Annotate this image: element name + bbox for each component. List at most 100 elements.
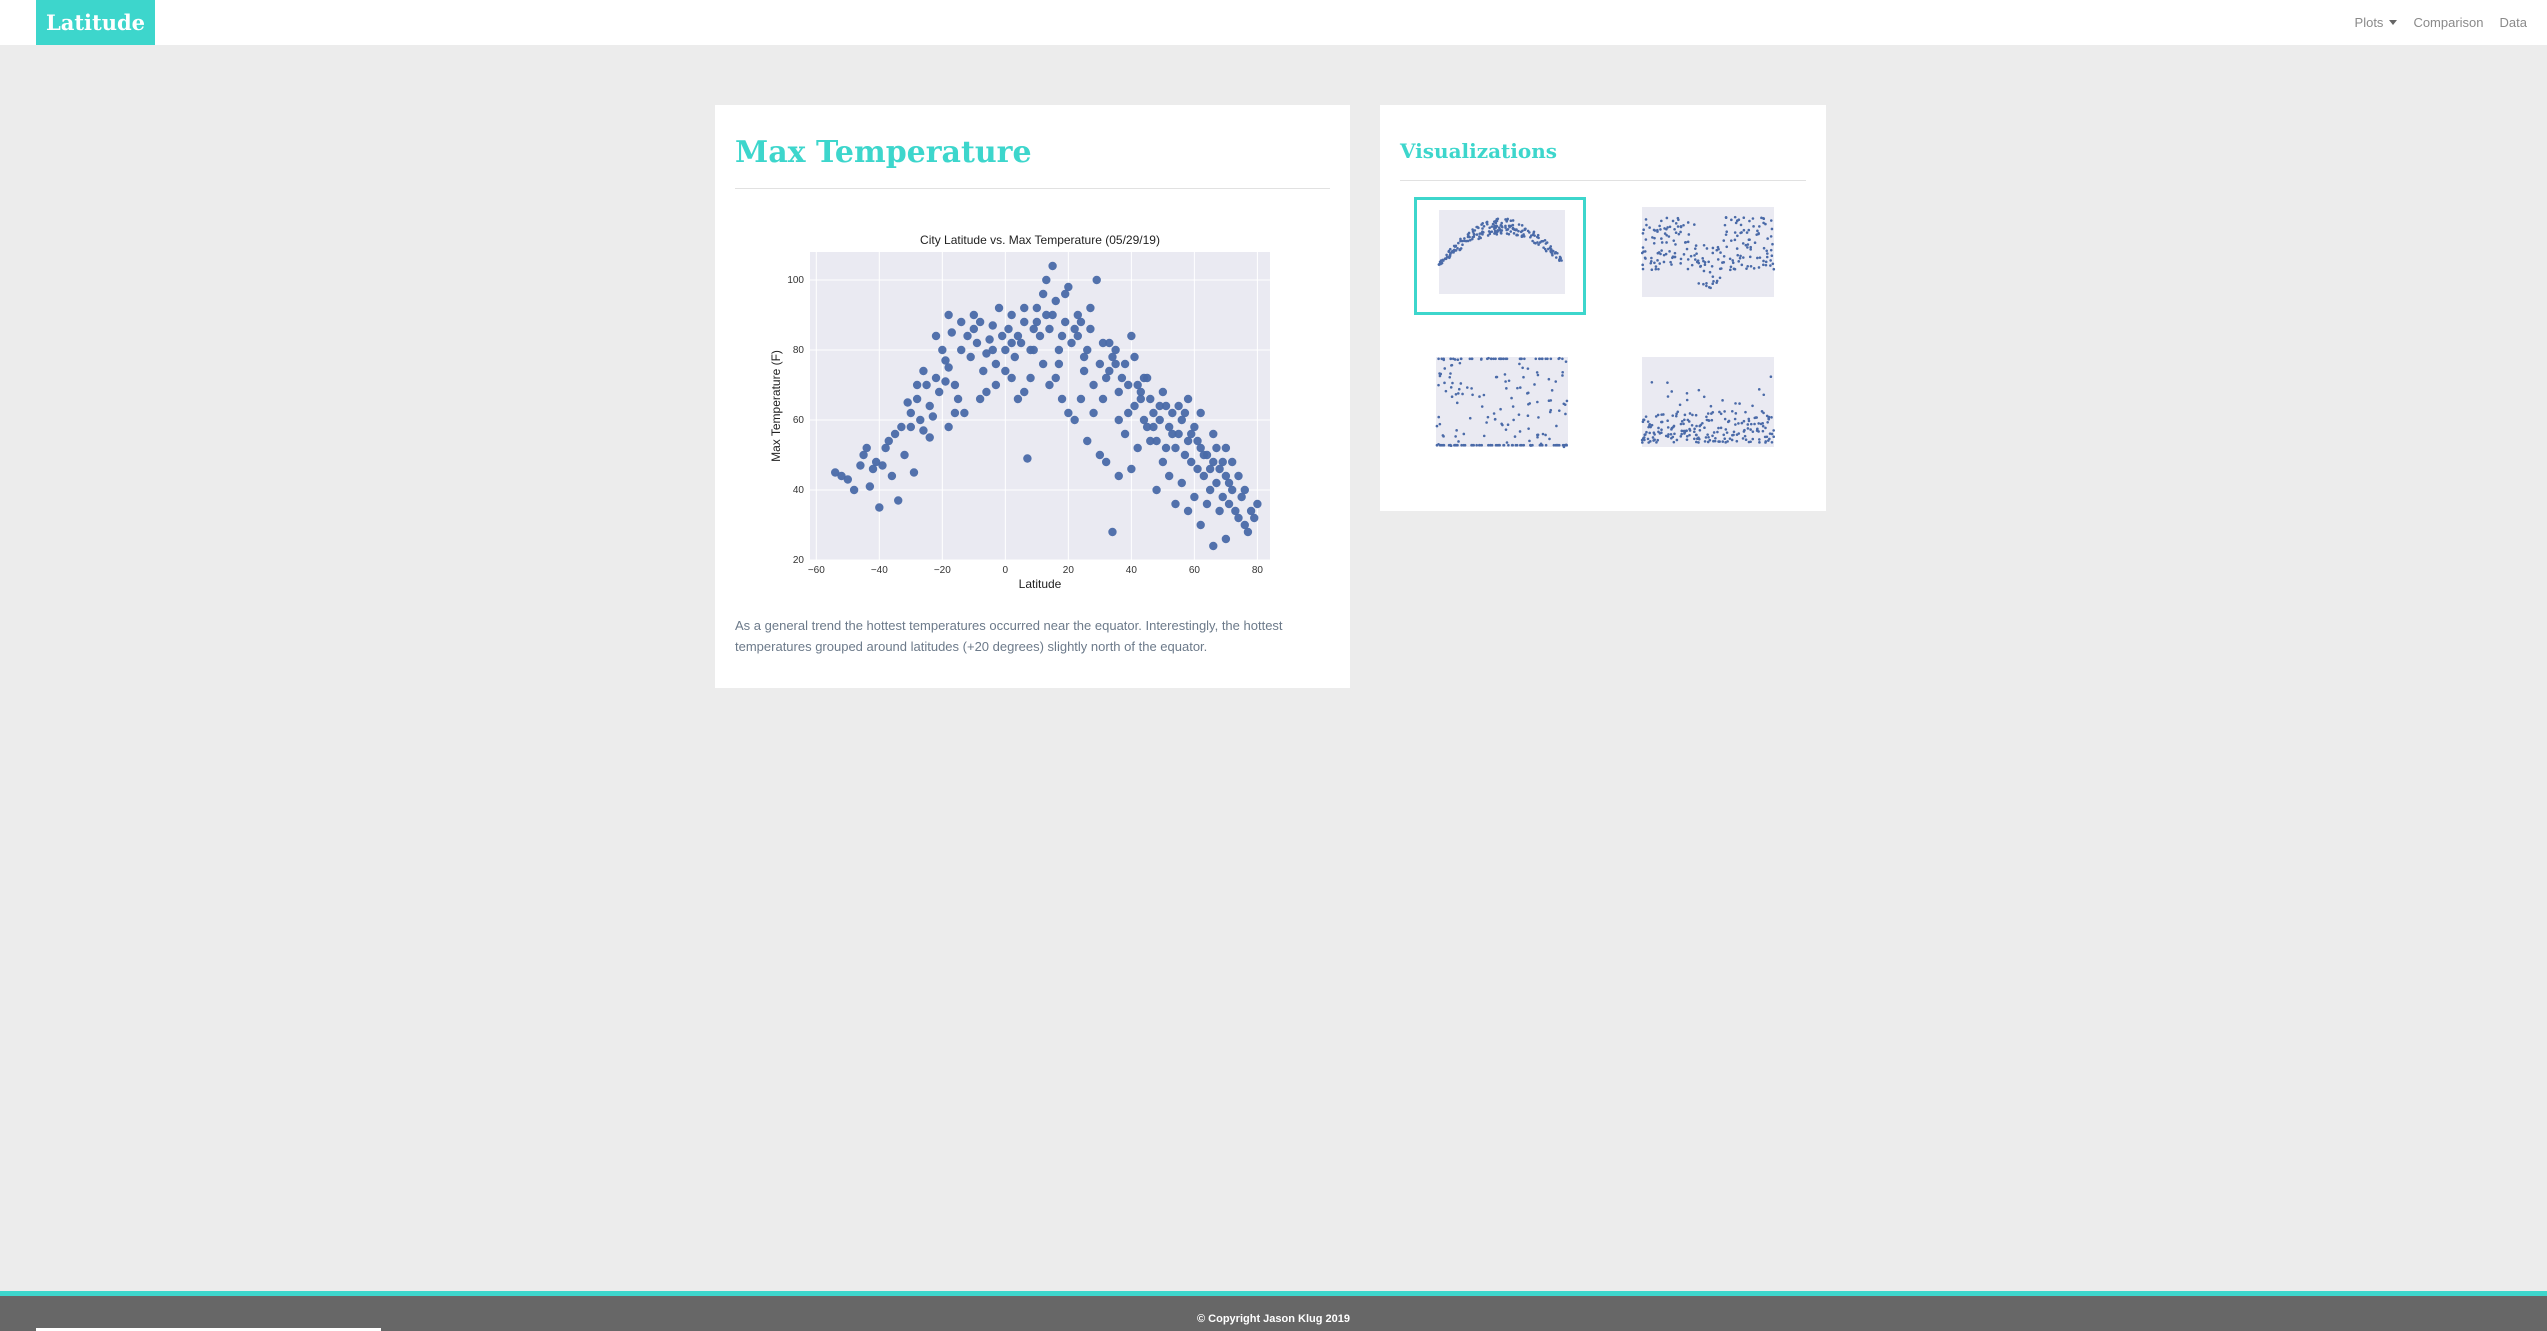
thumbnail-point [1554,256,1558,259]
data-point [1243,527,1253,537]
data-point [1209,541,1218,551]
thumbnail-point [1641,263,1644,267]
caret-down-icon [2389,20,2398,25]
data-point [1224,499,1234,509]
data-point [881,443,890,453]
data-point [991,380,1001,390]
thumbnail-point [1543,247,1547,251]
thumbnail-point [1536,233,1540,237]
thumbnail-point [1448,247,1452,251]
thumbnail-point [1705,247,1709,250]
thumbnail-point [1504,218,1507,221]
data-point [1240,485,1249,495]
thumbnail-point [1732,430,1736,434]
thumbnail-max-temperature[interactable] [1414,197,1586,315]
thumbnail-point [1480,405,1484,408]
thumbnail-point [1480,443,1484,447]
thumbnail-point [1561,357,1564,361]
thumbnail-image [1640,357,1775,447]
thumbnail-point [1544,242,1548,245]
data-point [1095,450,1105,460]
thumbnail-point [1499,357,1502,361]
thumbnail-point [1459,357,1463,361]
thumbnail-point [1666,435,1670,438]
thumbnail-cloudiness[interactable] [1414,347,1586,465]
thumbnail-point [1749,440,1752,444]
data-point [1083,436,1092,446]
data-point [975,317,985,327]
thumbnail-point [1742,216,1746,220]
thumbnail-point [1504,224,1507,228]
nav-plots-dropdown[interactable]: Plots [2355,15,2398,30]
thumbnail-point [1455,401,1459,405]
thumbnail-point [1470,387,1473,390]
thumbnail-point [1746,246,1749,249]
thumbnail-point [1665,233,1668,237]
thumbnail-point [1722,433,1726,437]
thumbnail-point [1699,265,1702,268]
data-point [1042,275,1051,285]
thumbnail-point [1666,226,1669,229]
thumbnail-point [1644,218,1648,221]
thumbnail-point [1682,422,1685,426]
y-tick-label: 60 [793,415,805,426]
thumbnail-point [1645,223,1648,227]
data-point [1079,366,1089,376]
data-point [831,468,840,477]
thumbnail-point [1652,228,1656,232]
thumbnail-point [1666,395,1670,398]
thumbnail-point [1495,224,1499,228]
thumbnail-point [1496,217,1500,221]
data-point [1108,352,1117,362]
thumbnail-point [1734,423,1737,426]
thumbnail-point [1694,433,1698,437]
thumbnail-point [1487,230,1491,233]
data-point [916,415,925,425]
data-point [1007,310,1016,320]
thumbnail-point [1752,225,1755,228]
thumbnail-point [1746,243,1750,246]
thumbnail-point [1564,360,1568,363]
thumbnail-point [1760,410,1764,413]
thumbnail-point [1462,443,1465,447]
data-point [1155,415,1164,425]
data-point [1215,464,1224,474]
thumbnail-point [1517,413,1521,416]
thumbnail-point [1541,357,1544,361]
brand-logo-link[interactable]: Latitude [36,0,155,45]
thumbnail-point [1654,415,1658,418]
nav-comparison-link[interactable]: Comparison [2413,15,2484,30]
thumbnail-point [1535,235,1539,239]
thumbnail-point [1715,248,1719,252]
thumbnail-point [1679,422,1683,426]
thumbnail-point [1517,229,1520,233]
thumbnail-point [1746,265,1750,268]
data-point [1124,408,1133,418]
data-point [843,475,853,484]
nav-data-link[interactable]: Data [2499,15,2527,30]
thumbnail-point [1718,276,1722,280]
thumbnail-humidity[interactable] [1620,197,1792,315]
thumbnail-point [1500,224,1503,228]
thumbnail-point [1459,239,1462,243]
data-point [1007,338,1016,348]
thumbnail-point [1495,219,1499,223]
thumbnail-point [1519,357,1522,361]
thumbnail-point [1472,232,1476,235]
thumbnail-point [1458,248,1462,252]
thumbnail-point [1729,268,1732,272]
thumbnail-point [1769,259,1772,262]
data-point [925,433,934,442]
thumbnail-point [1768,432,1772,435]
thumbnail-point [1454,443,1457,447]
data-point [859,450,868,460]
thumbnail-wind-speed[interactable] [1620,347,1792,465]
thumbnail-point [1437,415,1441,419]
scatter-chart-svg: −60 −40 −20 0 20 40 60 80 20 40 60 80 100 City Latitu… [769,233,1270,591]
thumbnail-point [1512,232,1516,235]
thumbnail-point [1549,399,1553,402]
thumbnail-point [1536,241,1539,244]
thumbnail-point [1762,259,1765,263]
data-point [1177,478,1186,488]
thumbnail-point [1685,438,1689,441]
